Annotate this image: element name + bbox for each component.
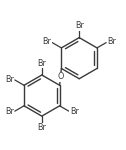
Text: Br: Br	[42, 38, 51, 46]
Text: Br: Br	[107, 38, 116, 46]
Text: O: O	[57, 72, 64, 81]
Text: Br: Br	[75, 21, 84, 30]
Text: Br: Br	[5, 107, 14, 116]
Text: Br: Br	[70, 107, 79, 116]
Text: Br: Br	[37, 59, 46, 68]
Text: Br: Br	[5, 75, 14, 84]
Text: Br: Br	[37, 123, 46, 132]
